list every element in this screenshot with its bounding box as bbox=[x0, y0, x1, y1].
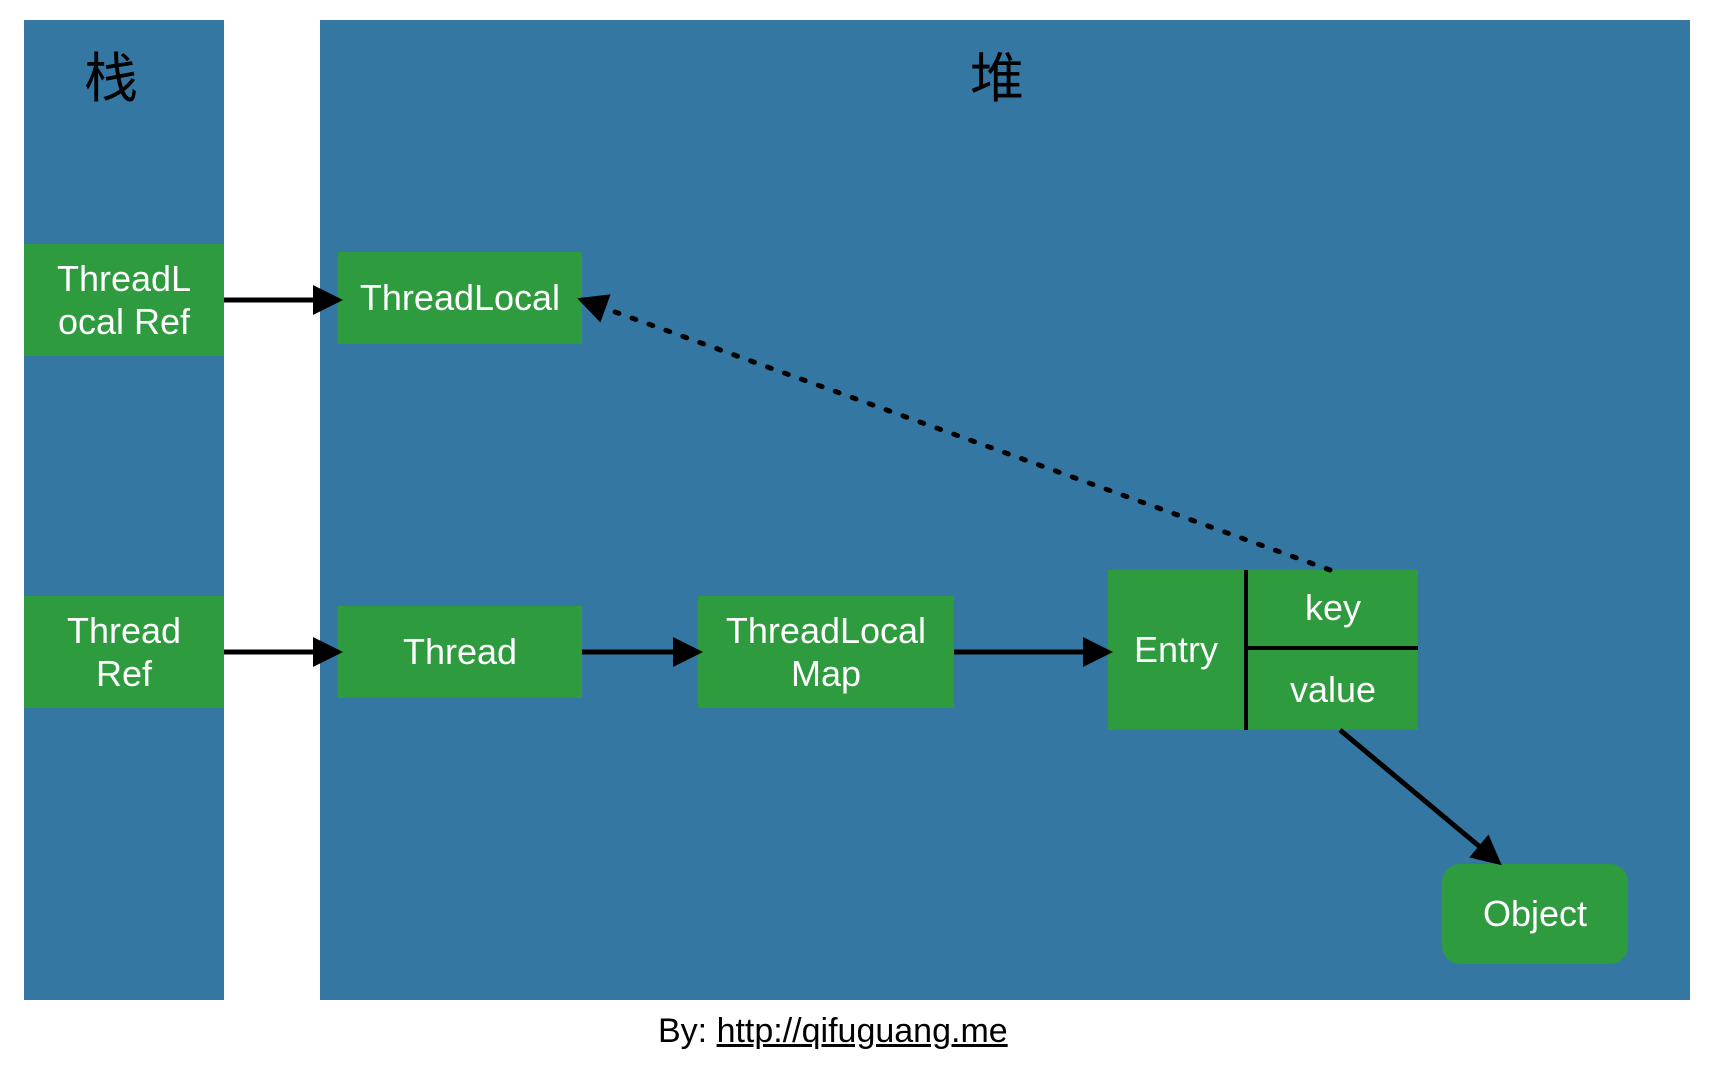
node-entry: Entry key value bbox=[1108, 570, 1418, 730]
credit-prefix: By: bbox=[658, 1012, 717, 1050]
entry-key-cell: key bbox=[1248, 570, 1418, 650]
heap-region bbox=[320, 20, 1690, 1000]
credit-link: http://qifuguang.me bbox=[717, 1012, 1008, 1050]
node-threadlocal-ref: ThreadLocal Ref bbox=[24, 244, 224, 356]
stack-region bbox=[24, 20, 224, 1000]
node-object: Object bbox=[1442, 864, 1628, 964]
entry-value-cell: value bbox=[1248, 650, 1418, 730]
entry-left-cell: Entry bbox=[1108, 570, 1248, 730]
credit-text: By: http://qifuguang.me bbox=[658, 1012, 1008, 1051]
node-thread: Thread bbox=[338, 606, 582, 698]
node-threadlocal: ThreadLocal bbox=[338, 252, 582, 344]
node-threadlocalmap: ThreadLocalMap bbox=[698, 596, 954, 708]
stack-title: 栈 bbox=[84, 34, 138, 113]
node-thread-ref: ThreadRef bbox=[24, 596, 224, 708]
heap-title: 堆 bbox=[970, 34, 1024, 113]
